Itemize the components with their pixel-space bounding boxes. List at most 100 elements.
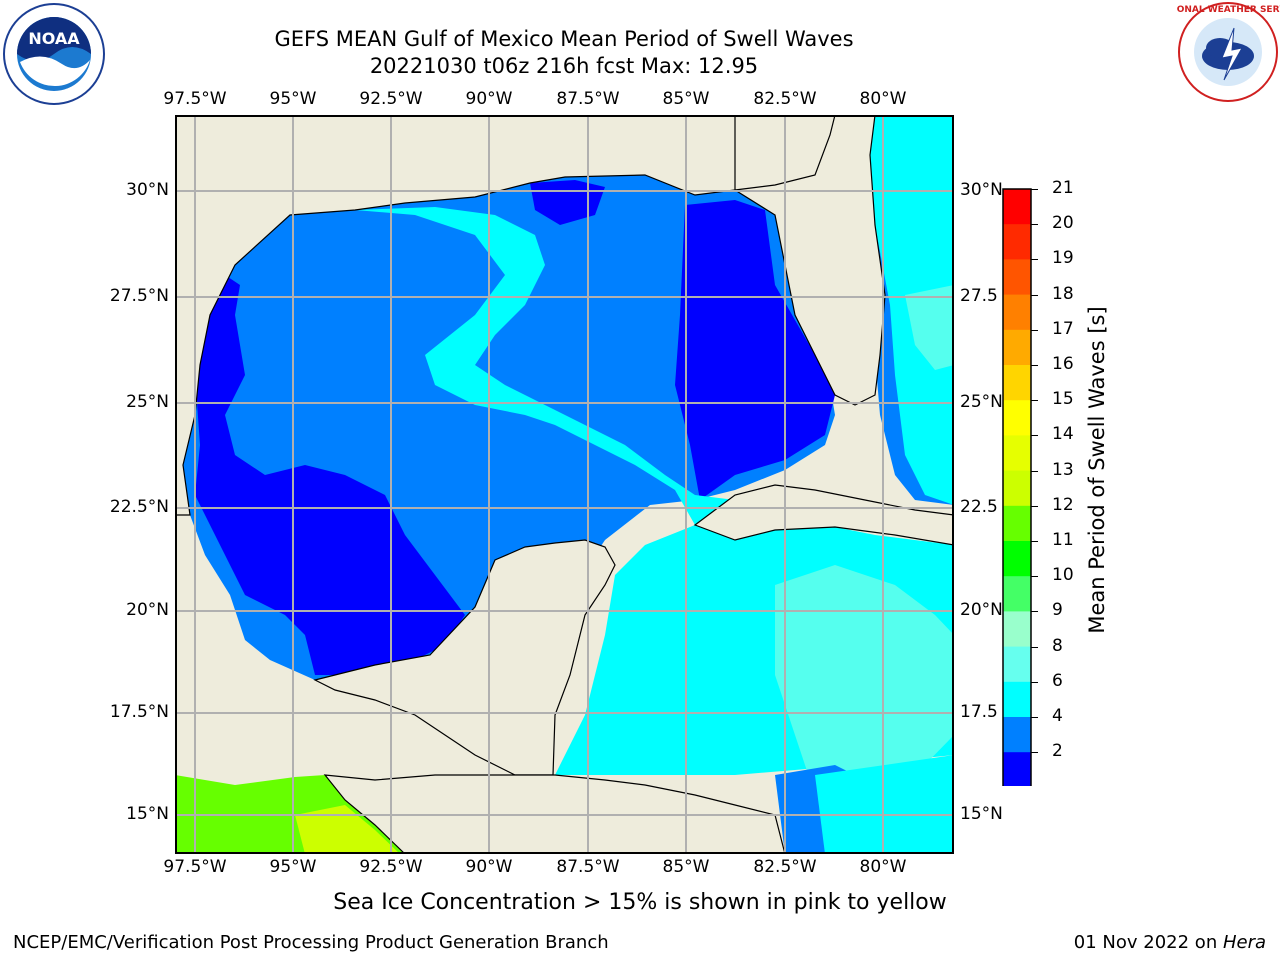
- lon-label-bottom: 90°W: [465, 857, 513, 877]
- colorbar-segment: [1003, 400, 1031, 436]
- pacific-yellowgreen: [295, 805, 400, 854]
- colorbar-tick-label: 19: [1052, 248, 1074, 269]
- lat-label-left: 17.5°N: [109, 702, 169, 722]
- gulf-deep-east: [675, 200, 835, 500]
- lon-label-bottom: 80°W: [859, 857, 907, 877]
- colorbar-segment: [1003, 541, 1031, 577]
- colorbar-tick-label: 17: [1052, 318, 1074, 339]
- sea-ice-note: Sea Ice Concentration > 15% is shown in …: [333, 890, 947, 915]
- map-frame: [175, 115, 954, 854]
- colorbar-tick-label: 18: [1052, 283, 1074, 304]
- lat-label-left: 27.5°N: [109, 286, 169, 306]
- colorbar-tick-mark: [1031, 611, 1038, 613]
- colorbar-segment: [1003, 435, 1031, 472]
- land-gulf-coast: [175, 115, 736, 516]
- colorbar-tick-mark: [1031, 646, 1038, 648]
- colorbar-tick-label: 20: [1052, 213, 1074, 234]
- noaa-logo: NOAA: [3, 3, 105, 105]
- colorbar-tick-mark: [1031, 717, 1038, 718]
- colorbar-tick-label: 15: [1052, 389, 1074, 410]
- atlantic-pale: [905, 285, 954, 370]
- lat-label-right: 27.5: [960, 286, 998, 306]
- lon-label-bottom: 82.5°W: [753, 857, 817, 877]
- colorbar-segment: [1003, 329, 1031, 366]
- colorbar-tick-label: 12: [1052, 494, 1074, 515]
- lon-label-bottom: 92.5°W: [359, 857, 423, 877]
- colorbar-segment: [1003, 646, 1031, 683]
- colorbar-tick-mark: [1031, 224, 1038, 226]
- lon-label-top: 82.5°W: [753, 89, 817, 109]
- lon-label-top: 87.5°W: [556, 89, 620, 109]
- caribbean-pale: [775, 565, 954, 805]
- colorbar-tick-mark: [1031, 400, 1038, 402]
- colorbar-segment: [1003, 294, 1031, 331]
- lat-label-right: 15°N: [960, 804, 1003, 824]
- colorbar-tick-mark: [1031, 329, 1038, 331]
- colorbar-tick-label: 11: [1052, 530, 1074, 550]
- colorbar-tick-mark: [1031, 505, 1038, 507]
- colorbar-tick-mark: [1031, 365, 1038, 366]
- colorbar-tick-label: 8: [1052, 635, 1063, 656]
- footer-credit: NCEP/EMC/Verification Post Processing Pr…: [13, 932, 609, 953]
- colorbar-segment: [1003, 681, 1031, 718]
- colorbar-tick-label: 4: [1052, 706, 1063, 726]
- lon-label-bottom: 95°W: [269, 857, 317, 877]
- colorbar-tick-mark: [1031, 470, 1038, 472]
- lat-label-right: 30°N: [960, 180, 1003, 200]
- colorbar-tick-label: 13: [1052, 459, 1074, 480]
- colorbar-tick-mark: [1031, 681, 1038, 683]
- colorbar-label: Mean Period of Swell Waves [s]: [1085, 306, 1109, 634]
- colorbar-segment: [1003, 717, 1031, 753]
- chart-subtitle: 20221030 t06z 216h fcst Max: 12.95: [369, 54, 759, 78]
- colorbar-segment: [1003, 505, 1031, 542]
- gulf-deep-west: [195, 275, 465, 675]
- lat-label-left: 30°N: [126, 180, 169, 200]
- lon-label-top: 90°W: [465, 89, 513, 109]
- nws-logo: NATIONAL WEATHER SERVICE: [1176, 2, 1280, 102]
- colorbar-tick-mark: [1031, 435, 1038, 437]
- colorbar-segment: [1003, 611, 1031, 648]
- colorbar-tick-mark: [1031, 294, 1038, 296]
- lat-label-left: 15°N: [126, 804, 169, 824]
- lon-label-bottom: 87.5°W: [556, 857, 620, 877]
- colorbar-tick-label: 14: [1052, 424, 1074, 445]
- lat-label-right: 22.5: [960, 497, 998, 517]
- lon-label-bottom: 85°W: [662, 857, 710, 877]
- colorbar-tick-label: 2: [1052, 741, 1063, 762]
- colorbar-tick-label: 10: [1052, 565, 1074, 586]
- colorbar-segment: [1003, 470, 1031, 507]
- colorbar-tick-mark: [1031, 752, 1038, 754]
- lat-label-right: 17.5: [960, 702, 998, 722]
- chart-title: GEFS MEAN Gulf of Mexico Mean Period of …: [274, 27, 854, 51]
- colorbar-tick-mark: [1031, 576, 1038, 578]
- colorbar-segment: [1003, 365, 1031, 401]
- colorbar-tick-mark: [1031, 541, 1038, 542]
- caribbean-lower-cyan: [815, 755, 954, 854]
- graticule: [175, 115, 954, 854]
- lon-label-top: 85°W: [662, 89, 710, 109]
- colorbar-segment: [1003, 576, 1031, 612]
- map-area: [175, 115, 954, 854]
- nws-ring-text: NATIONAL WEATHER SERVICE: [1176, 5, 1280, 15]
- colorbar-segment: [1003, 752, 1031, 786]
- footer-date: 01 Nov 2022 on: [1073, 932, 1223, 953]
- footer-machine: Hera: [1222, 932, 1266, 953]
- lat-label-right: 20°N: [960, 600, 1003, 620]
- colorbar-tick-label: 9: [1052, 600, 1063, 621]
- lon-label-bottom: 97.5°W: [163, 857, 227, 877]
- colorbar-segment: [1003, 189, 1031, 225]
- lon-label-top: 92.5°W: [359, 89, 423, 109]
- colorbar-tick-mark: [1031, 259, 1038, 261]
- colorbar-tick-label: 16: [1052, 354, 1074, 374]
- lat-label-right: 25°N: [960, 392, 1003, 412]
- land-yucatan: [313, 539, 616, 776]
- colorbar-tick-mark: [1031, 189, 1038, 190]
- lon-label-top: 95°W: [269, 89, 317, 109]
- land-cuba: [693, 484, 954, 546]
- colorbar-frame: [1002, 188, 1032, 786]
- lat-label-left: 25°N: [126, 392, 169, 412]
- colorbar-segment: [1003, 259, 1031, 296]
- lat-label-left: 22.5°N: [109, 497, 169, 517]
- colorbar-segment: [1003, 224, 1031, 260]
- colorbar: [1002, 188, 1032, 786]
